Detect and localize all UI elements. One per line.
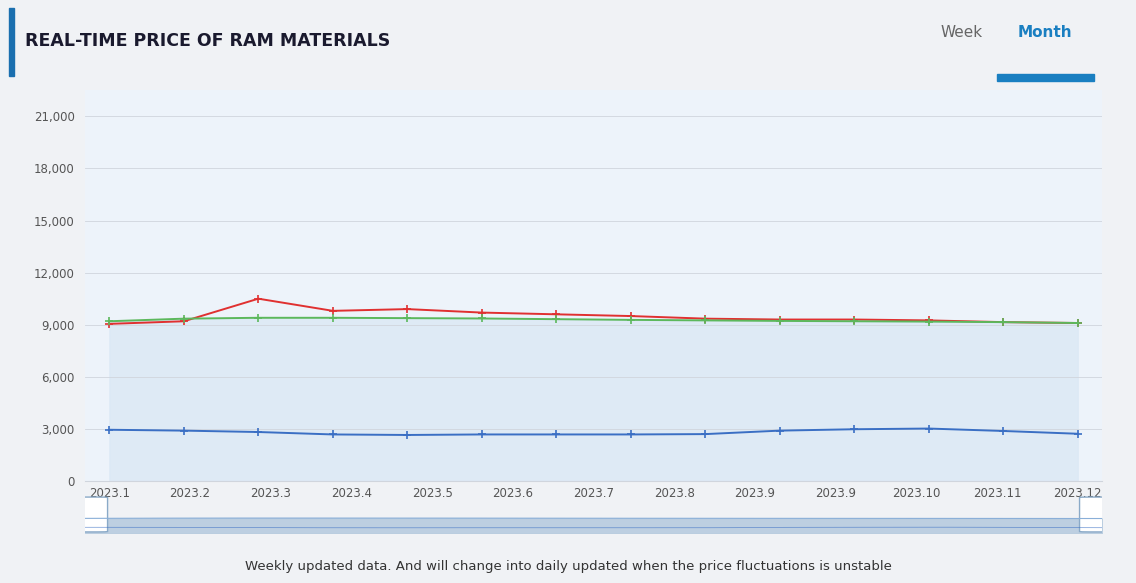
Bar	[997, 75, 1094, 81]
FancyBboxPatch shape	[75, 497, 108, 532]
Text: Week: Week	[941, 24, 983, 40]
FancyBboxPatch shape	[1079, 497, 1112, 532]
Bar	[9, 8, 14, 76]
Text: REAL-TIME PRICE OF RAM MATERIALS: REAL-TIME PRICE OF RAM MATERIALS	[25, 31, 391, 50]
Text: 2023  ⌄: 2023 ⌄	[490, 93, 545, 108]
Text: Weekly updated data. And will change into daily updated when the price fluctuati: Weekly updated data. And will change int…	[244, 560, 892, 573]
Text: Month: Month	[1018, 24, 1072, 40]
